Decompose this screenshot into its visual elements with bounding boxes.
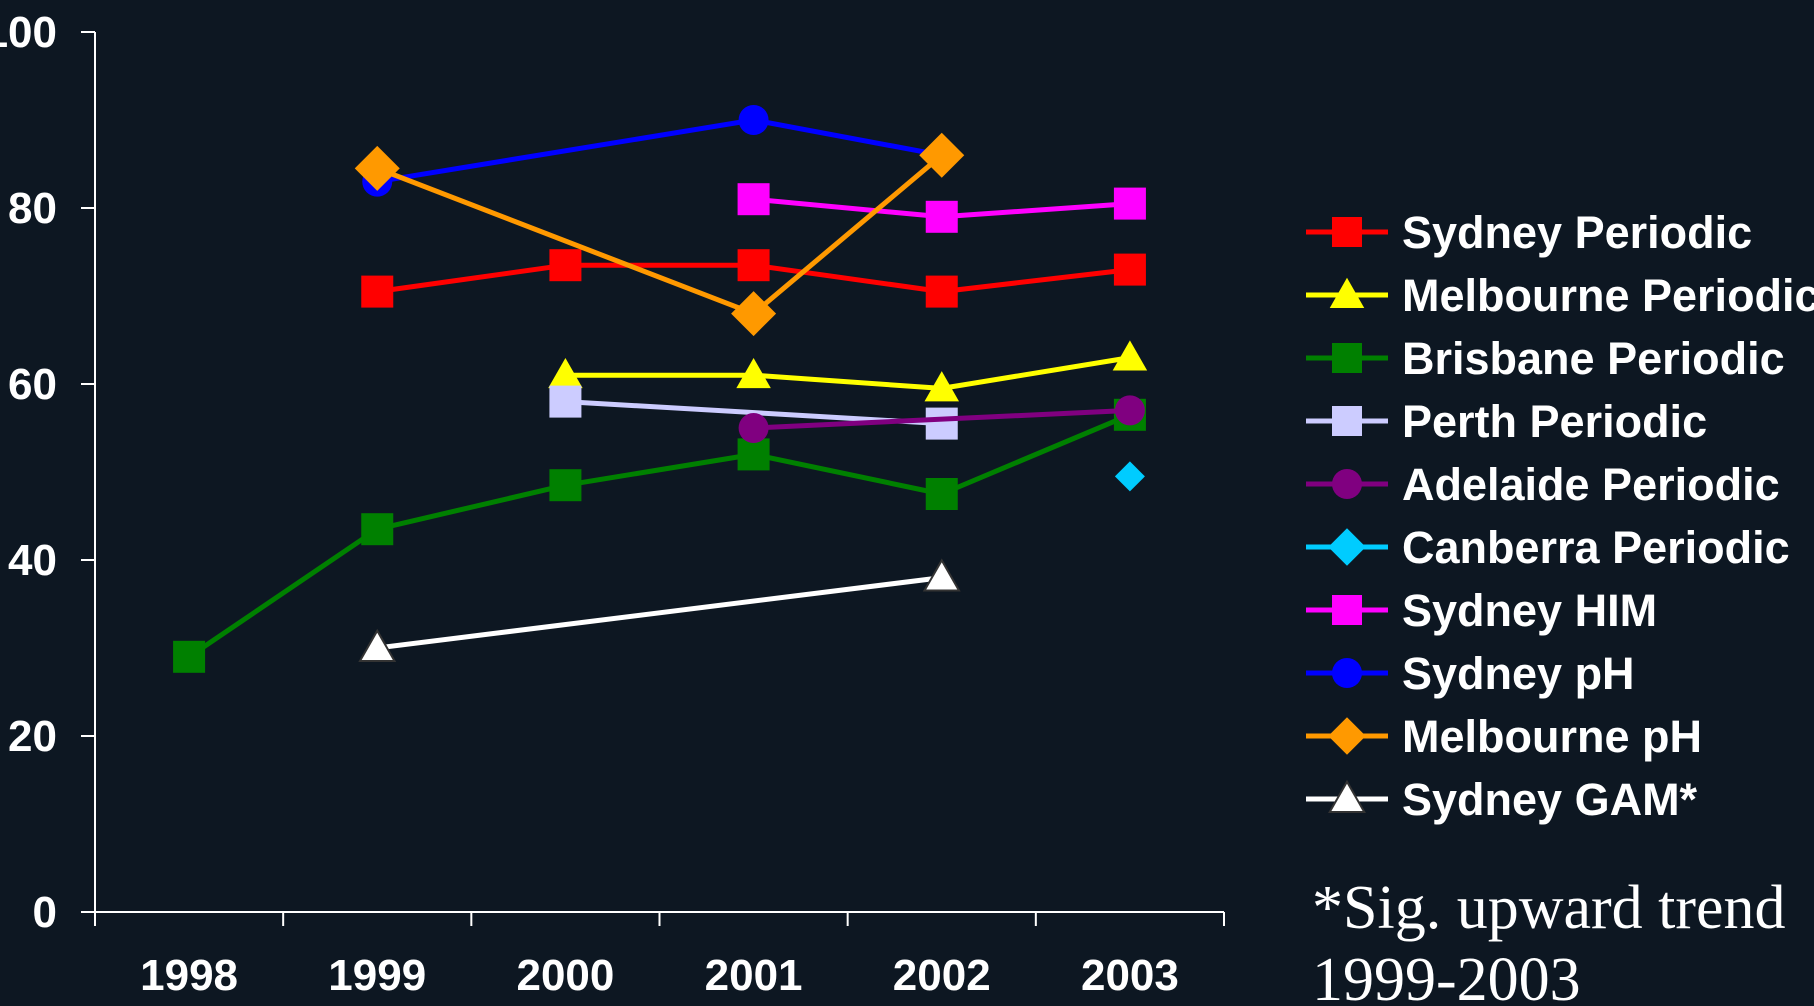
legend-item: Sydney GAM*	[1306, 774, 1698, 825]
data-point	[919, 132, 965, 178]
chart-legend: Sydney Periodic Melbourne Periodic Brisban…	[1306, 207, 1814, 825]
data-point	[358, 628, 397, 662]
legend-item: Sydney Periodic	[1306, 207, 1752, 258]
legend-marker	[1332, 406, 1362, 436]
legend-label: Brisbane Periodic	[1402, 333, 1785, 384]
chart-axes: 0 20 40 60 80 100 1998 1999 2000 2001 2002 2003	[0, 8, 1225, 1000]
data-point	[922, 558, 961, 592]
data-point	[1114, 395, 1145, 426]
legend-label: Perth Periodic	[1402, 396, 1707, 447]
data-point	[173, 640, 206, 673]
legend-item: Melbourne pH	[1306, 711, 1702, 762]
annotation-line-1: *Sig. upward trend	[1312, 874, 1786, 942]
series-sydney-periodic	[361, 249, 1146, 308]
data-point	[1113, 187, 1146, 220]
series-line	[187, 412, 1131, 659]
data-point	[549, 249, 582, 282]
x-tick-label: 2000	[516, 951, 614, 1000]
y-tick-label: 0	[33, 888, 57, 937]
legend-label: Melbourne pH	[1402, 711, 1702, 762]
legend-label: Melbourne Periodic	[1402, 270, 1814, 321]
series-line	[376, 117, 943, 185]
data-point	[925, 478, 958, 510]
series-line	[565, 355, 1131, 391]
legend-item: Adelaide Periodic	[1306, 459, 1780, 510]
legend-label: Canberra Periodic	[1402, 522, 1790, 573]
data-point	[361, 275, 394, 308]
legend-label: Adelaide Periodic	[1402, 459, 1780, 510]
data-point	[549, 385, 582, 418]
x-tick-label: 2002	[893, 951, 991, 1000]
data-point	[737, 438, 770, 471]
data-point	[1114, 461, 1145, 492]
x-tick-label: 1998	[140, 951, 238, 1000]
legend-item: Sydney pH	[1306, 648, 1635, 699]
data-point	[738, 105, 769, 135]
data-point	[549, 469, 582, 502]
legend-marker	[1332, 343, 1362, 373]
legend-item: Brisbane Periodic	[1306, 333, 1785, 384]
legend-marker	[1328, 528, 1366, 566]
legend-marker	[1332, 658, 1362, 688]
x-tick-label: 2001	[705, 951, 803, 1000]
y-tick-label: 100	[0, 8, 57, 57]
data-point	[354, 145, 400, 191]
legend-item: Perth Periodic	[1306, 396, 1707, 447]
legend-item: Canberra Periodic	[1306, 522, 1790, 573]
legend-marker	[1328, 779, 1366, 813]
y-tick-label: 40	[8, 536, 57, 585]
data-point	[737, 183, 770, 216]
legend-marker	[1328, 717, 1366, 755]
data-point	[925, 407, 958, 440]
data-point	[924, 371, 959, 402]
legend-marker	[1332, 217, 1362, 247]
y-tick-label: 20	[8, 712, 57, 761]
series-line	[753, 407, 1131, 431]
data-point	[737, 249, 770, 282]
x-tick-label: 2003	[1081, 951, 1179, 1000]
data-point	[1113, 253, 1146, 286]
data-point	[1112, 340, 1148, 371]
data-point	[731, 291, 777, 337]
legend-item: Sydney HIM	[1306, 585, 1657, 636]
legend-label: Sydney pH	[1402, 648, 1635, 699]
chart-series	[173, 105, 1148, 673]
y-tick-label: 80	[8, 184, 57, 233]
data-point	[925, 275, 958, 308]
legend-marker	[1329, 277, 1365, 308]
legend-marker	[1332, 469, 1362, 499]
data-point	[738, 413, 769, 443]
series-canberra-periodic	[1114, 461, 1145, 492]
data-point	[925, 200, 958, 233]
x-tick-label: 1999	[328, 951, 426, 1000]
series-line	[376, 575, 943, 651]
legend-item: Melbourne Periodic	[1306, 270, 1814, 321]
series-brisbane-periodic	[173, 398, 1146, 673]
series-melbourne-periodic	[548, 340, 1148, 402]
legend-marker	[1332, 595, 1362, 625]
series-line	[376, 153, 944, 317]
legend-label: Sydney HIM	[1402, 585, 1657, 636]
legend-label: Sydney Periodic	[1402, 207, 1752, 258]
series-sydney-gam	[358, 558, 961, 662]
y-tick-label: 60	[8, 360, 57, 409]
series-sydney-him	[737, 183, 1146, 233]
data-point	[736, 357, 771, 389]
data-point	[548, 357, 583, 389]
data-point	[361, 513, 394, 546]
annotation-line-2: 1999-2003	[1312, 946, 1581, 1006]
legend-label: Sydney GAM*	[1402, 774, 1698, 825]
series-adelaide-periodic	[738, 395, 1145, 443]
series-sydney-ph	[362, 105, 957, 197]
series-melbourne-ph	[354, 132, 965, 337]
